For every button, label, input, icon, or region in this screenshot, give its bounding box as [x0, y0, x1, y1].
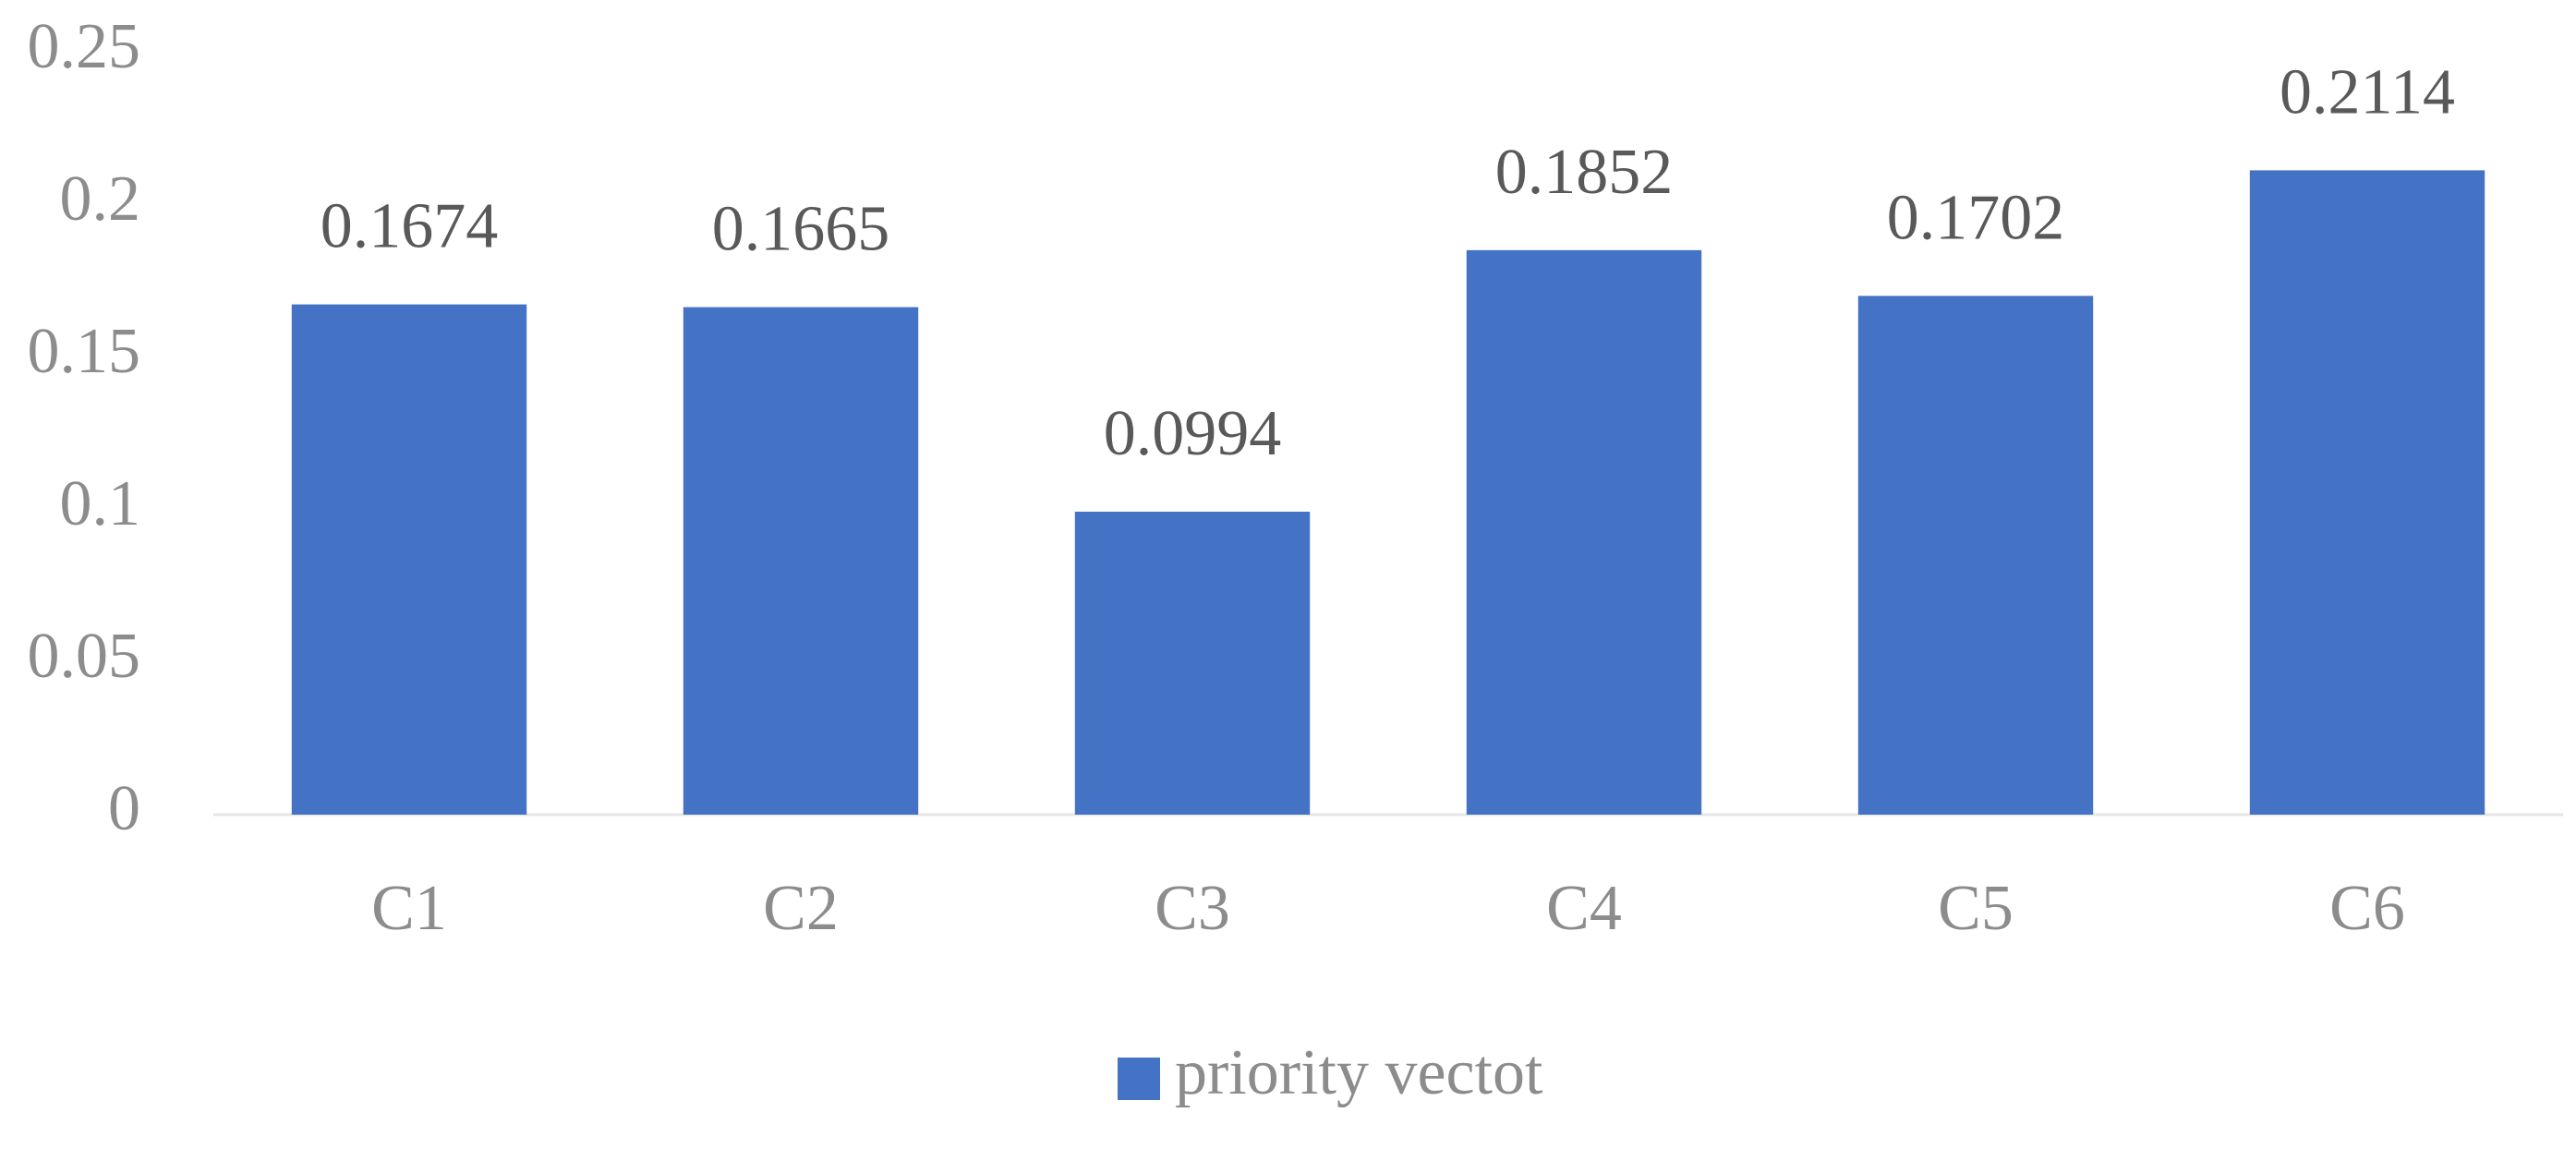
value-label: 0.2114: [2280, 56, 2455, 127]
y-tick-label: 0.25: [28, 11, 141, 82]
y-tick-label: 0: [108, 773, 140, 844]
value-label: 0.1702: [1887, 182, 2065, 253]
bar: [2249, 170, 2485, 815]
bar: [683, 307, 919, 815]
bar: [291, 304, 527, 816]
y-tick-label: 0.1: [60, 468, 141, 539]
legend-swatch: [1118, 1058, 1160, 1100]
value-label: 0.1674: [320, 191, 499, 262]
x-tick-label: C3: [1155, 873, 1230, 944]
y-tick-label: 0.2: [60, 163, 141, 235]
value-label: 0.1852: [1495, 137, 1674, 208]
x-tick-label: C5: [1938, 873, 2014, 944]
bar: [1466, 249, 1702, 816]
x-tick-label: C4: [1546, 873, 1622, 944]
x-tick-label: C2: [763, 873, 839, 944]
legend-label: priority vectot: [1175, 1037, 1543, 1108]
value-label: 0.0994: [1104, 398, 1282, 469]
x-tick-label: C6: [2329, 873, 2405, 944]
value-label: 0.1665: [712, 194, 890, 265]
bar: [1074, 511, 1311, 815]
y-tick-label: 0.05: [28, 621, 141, 692]
bar: [1857, 296, 2094, 816]
x-tick-label: C1: [371, 873, 447, 944]
y-tick-label: 0.15: [28, 316, 141, 387]
